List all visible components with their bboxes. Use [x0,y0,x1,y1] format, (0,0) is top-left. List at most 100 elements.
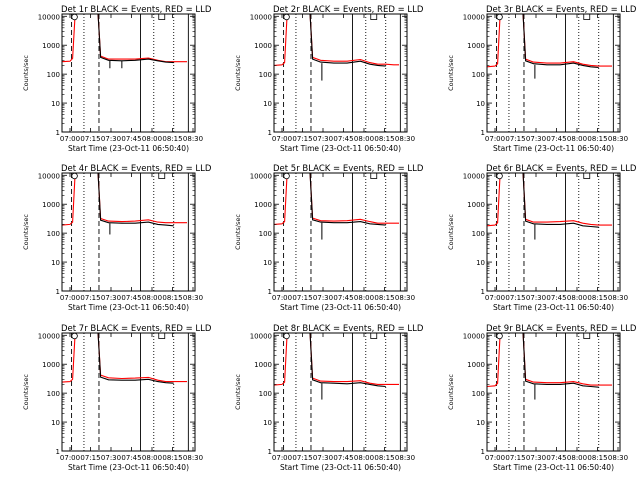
x-tick-label: 07:45 [121,135,141,143]
plot-area [62,333,189,451]
x-axis-label: Start Time (23-Oct-11 06:50:40) [68,144,189,153]
x-axis-label: Start Time (23-Oct-11 06:50:40) [493,463,614,472]
x-axis-label: Start Time (23-Oct-11 06:50:40) [68,303,189,312]
plot-frame [273,13,408,133]
x-tick-label: 07:45 [333,294,353,302]
x-tick-label: 07:00 [485,135,505,143]
x-tick-label: 08:30 [395,294,415,302]
x-tick-label: 08:00 [142,135,162,143]
y-tick-label: 10 [51,100,60,108]
x-tick-label: 07:30 [101,135,121,143]
y-tick-label: 1000 [42,42,60,50]
y-axis-label: Counts/sec [22,374,30,410]
y-tick-label: 1000 [467,201,485,209]
events-series-line [97,14,174,64]
chart-title: Det 2r BLACK = Events, RED = LLD [273,5,424,15]
y-tick-label: 10 [476,100,485,108]
y-tick-label: 1 [481,448,485,456]
events-series-line [309,14,386,67]
y-tick-label: 100 [259,230,272,238]
x-tick-label: 08:30 [608,454,628,462]
x-tick-label: 07:30 [313,294,333,302]
plot-area [487,333,614,451]
lld-series-line [487,333,612,388]
x-tick-label: 08:30 [183,454,203,462]
y-tick-label: 1000 [42,201,60,209]
square-marker [158,13,166,20]
y-tick-label: 100 [472,230,485,238]
x-tick-label: 08:15 [162,135,182,143]
x-tick-label: 08:30 [183,294,203,302]
y-tick-label: 1 [268,448,272,456]
chart-panel: Det 6r BLACK = Events, RED = LLD Counts/s… [447,164,637,312]
plot-frame [273,332,408,452]
x-tick-label: 07:00 [272,135,292,143]
y-tick-label: 1 [56,288,60,296]
x-tick-label: 07:00 [60,294,80,302]
lld-series-line [274,173,399,225]
chart-panel: Det 5r BLACK = Events, RED = LLD Counts/s… [234,164,424,312]
x-tick-label: 08:15 [587,454,607,462]
y-tick-label: 100 [47,390,60,398]
x-axis-label: Start Time (23-Oct-11 06:50:40) [280,144,401,153]
lld-series-line [62,14,187,63]
y-tick-label: 1 [268,288,272,296]
y-tick-label: 10000 [250,13,272,21]
square-marker [158,332,166,339]
start-circle-marker [496,13,503,21]
x-tick-label: 08:15 [587,294,607,302]
y-axis-label: Counts/sec [447,214,455,250]
events-series-line [97,333,174,384]
x-tick-label: 07:30 [313,135,333,143]
y-tick-label: 100 [259,390,272,398]
x-tick-label: 07:15 [292,294,312,302]
lld-series-line [274,14,399,66]
events-series-line [522,14,599,69]
y-tick-label: 1000 [42,361,60,369]
x-tick-label: 08:15 [374,294,394,302]
x-tick-label: 07:15 [505,454,525,462]
y-axis-label: Counts/sec [234,214,242,250]
y-tick-label: 10000 [463,13,485,21]
chart-title: Det 5r BLACK = Events, RED = LLD [273,164,424,174]
y-axis-label: Counts/sec [447,55,455,91]
plot-area [487,173,614,291]
x-tick-label: 08:15 [162,294,182,302]
y-tick-label: 1 [481,288,485,296]
y-tick-label: 100 [47,71,60,79]
plot-area [62,14,189,132]
x-tick-label: 07:00 [272,294,292,302]
chart-title: Det 6r BLACK = Events, RED = LLD [486,164,637,174]
y-tick-label: 1 [56,129,60,137]
y-tick-label: 10000 [38,332,60,340]
x-tick-label: 07:00 [60,454,80,462]
x-tick-label: 07:15 [80,294,100,302]
chart-title: Det 8r BLACK = Events, RED = LLD [273,324,424,334]
y-tick-label: 1000 [254,361,272,369]
x-tick-label: 08:00 [142,454,162,462]
square-marker [370,172,378,179]
square-marker [583,332,591,339]
x-tick-label: 07:30 [526,294,546,302]
x-tick-label: 07:45 [546,294,566,302]
plot-frame [61,332,196,452]
chart-panel: Det 1r BLACK = Events, RED = LLD Counts/s… [22,5,212,153]
chart-panel: Det 7r BLACK = Events, RED = LLD Counts/s… [22,324,212,472]
y-tick-label: 1000 [254,201,272,209]
x-tick-label: 07:00 [272,454,292,462]
plot-area [274,173,401,291]
start-circle-marker [496,332,503,340]
y-tick-label: 10 [51,259,60,267]
y-tick-label: 10 [263,419,272,427]
plot-area [487,14,614,132]
square-marker [583,13,591,20]
x-tick-label: 08:00 [354,294,374,302]
plot-area [274,14,401,132]
start-circle-marker [283,13,290,21]
start-circle-marker [283,172,290,180]
chart-title: Det 4r BLACK = Events, RED = LLD [61,164,212,174]
chart-panel: Det 2r BLACK = Events, RED = LLD Counts/s… [234,5,424,153]
events-series-line [522,173,599,228]
lld-series-line [274,333,399,386]
